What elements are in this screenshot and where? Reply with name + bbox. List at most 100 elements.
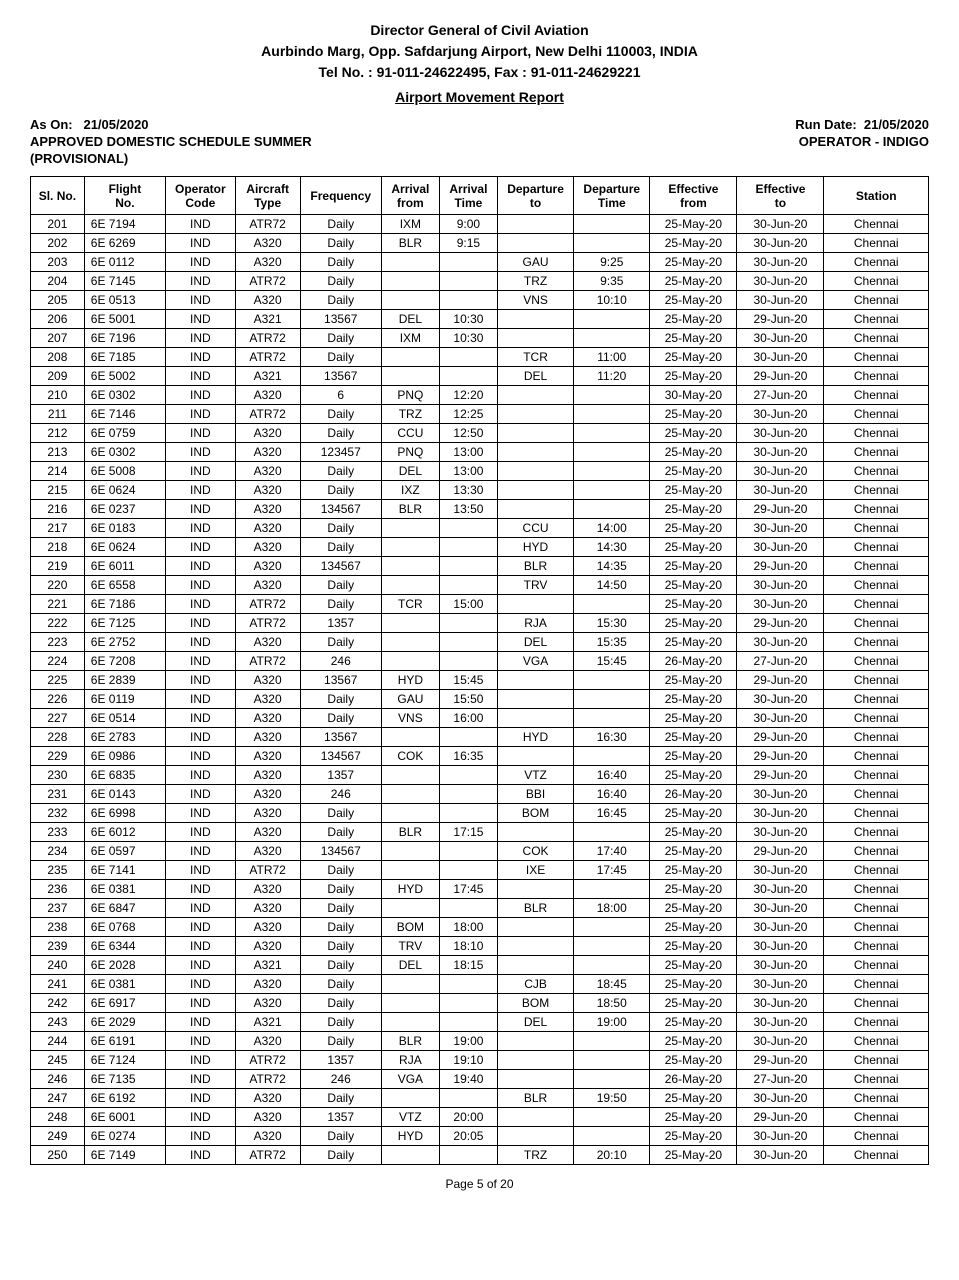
cell: Chennai: [824, 994, 929, 1013]
cell: 240: [31, 956, 85, 975]
cell: 29-Jun-20: [737, 1108, 824, 1127]
cell: A320: [235, 747, 300, 766]
cell: 219: [31, 557, 85, 576]
cell: [497, 500, 573, 519]
cell: 30-Jun-20: [737, 329, 824, 348]
cell: A320: [235, 671, 300, 690]
cell: [574, 424, 650, 443]
table-row: 2126E 0759INDA320DailyCCU12:5025-May-203…: [31, 424, 929, 443]
cell: Chennai: [824, 424, 929, 443]
cell: [497, 405, 573, 424]
cell: 10:30: [439, 329, 497, 348]
cell: Chennai: [824, 538, 929, 557]
cell: 212: [31, 424, 85, 443]
cell: [381, 348, 439, 367]
cell: Chennai: [824, 766, 929, 785]
cell: A320: [235, 500, 300, 519]
cell: [574, 443, 650, 462]
table-row: 2136E 0302INDA320123457PNQ13:0025-May-20…: [31, 443, 929, 462]
cell: 13567: [300, 367, 381, 386]
cell: Daily: [300, 519, 381, 538]
cell: [497, 386, 573, 405]
cell: 246: [300, 1070, 381, 1089]
cell: VGA: [381, 1070, 439, 1089]
cell: IXZ: [381, 481, 439, 500]
cell: VTZ: [497, 766, 573, 785]
cell: [574, 595, 650, 614]
cell: 224: [31, 652, 85, 671]
cell: DEL: [381, 956, 439, 975]
cell: Chennai: [824, 576, 929, 595]
cell: 16:35: [439, 747, 497, 766]
cell: 207: [31, 329, 85, 348]
cell: IND: [166, 614, 236, 633]
cell: [574, 310, 650, 329]
cell: BLR: [381, 1032, 439, 1051]
cell: IND: [166, 291, 236, 310]
cell: IND: [166, 975, 236, 994]
cell: DEL: [497, 1013, 573, 1032]
table-row: 2196E 6011INDA320134567BLR14:3525-May-20…: [31, 557, 929, 576]
cell: Daily: [300, 348, 381, 367]
cell: 1357: [300, 1108, 381, 1127]
run-date-value: 21/05/2020: [864, 117, 929, 132]
movement-table: Sl. No. FlightNo. OperatorCode AircraftT…: [30, 176, 929, 1165]
cell: Daily: [300, 405, 381, 424]
cell: 25-May-20: [650, 1127, 737, 1146]
cell: Daily: [300, 956, 381, 975]
cell: Chennai: [824, 1089, 929, 1108]
cell: 17:15: [439, 823, 497, 842]
cell: 134567: [300, 500, 381, 519]
cell: Chennai: [824, 880, 929, 899]
cell: BLR: [381, 234, 439, 253]
cell: [497, 823, 573, 842]
cell: 246: [300, 652, 381, 671]
cell: 18:00: [574, 899, 650, 918]
cell: 6E 0597: [84, 842, 165, 861]
cell: 25-May-20: [650, 481, 737, 500]
cell: A320: [235, 709, 300, 728]
cell: [497, 671, 573, 690]
cell: IND: [166, 462, 236, 481]
cell: [439, 1013, 497, 1032]
cell: Daily: [300, 424, 381, 443]
cell: 216: [31, 500, 85, 519]
cell: 25-May-20: [650, 1089, 737, 1108]
cell: 6E 6269: [84, 234, 165, 253]
cell: IND: [166, 728, 236, 747]
cell: BOM: [497, 804, 573, 823]
cell: Daily: [300, 538, 381, 557]
cell: 236: [31, 880, 85, 899]
cell: IND: [166, 956, 236, 975]
cell: 201: [31, 215, 85, 234]
table-row: 2096E 5002INDA32113567DEL11:2025-May-202…: [31, 367, 929, 386]
cell: 1357: [300, 1051, 381, 1070]
cell: 18:15: [439, 956, 497, 975]
cell: Chennai: [824, 975, 929, 994]
cell: [381, 1146, 439, 1165]
cell: [497, 234, 573, 253]
cell: 26-May-20: [650, 1070, 737, 1089]
cell: 12:25: [439, 405, 497, 424]
cell: 13:30: [439, 481, 497, 500]
schedule-line2: (PROVISIONAL): [30, 151, 312, 166]
cell: Chennai: [824, 291, 929, 310]
cell: 13567: [300, 310, 381, 329]
cell: Daily: [300, 861, 381, 880]
cell: 29-Jun-20: [737, 614, 824, 633]
cell: Chennai: [824, 956, 929, 975]
cell: 18:50: [574, 994, 650, 1013]
cell: 30-Jun-20: [737, 1013, 824, 1032]
cell: 6E 0237: [84, 500, 165, 519]
cell: 30-Jun-20: [737, 956, 824, 975]
cell: [574, 690, 650, 709]
cell: 208: [31, 348, 85, 367]
cell: 6E 2028: [84, 956, 165, 975]
cell: 249: [31, 1127, 85, 1146]
cell: [381, 842, 439, 861]
cell: 30-Jun-20: [737, 291, 824, 310]
cell: 134567: [300, 842, 381, 861]
cell: 25-May-20: [650, 690, 737, 709]
cell: 250: [31, 1146, 85, 1165]
cell: 25-May-20: [650, 918, 737, 937]
